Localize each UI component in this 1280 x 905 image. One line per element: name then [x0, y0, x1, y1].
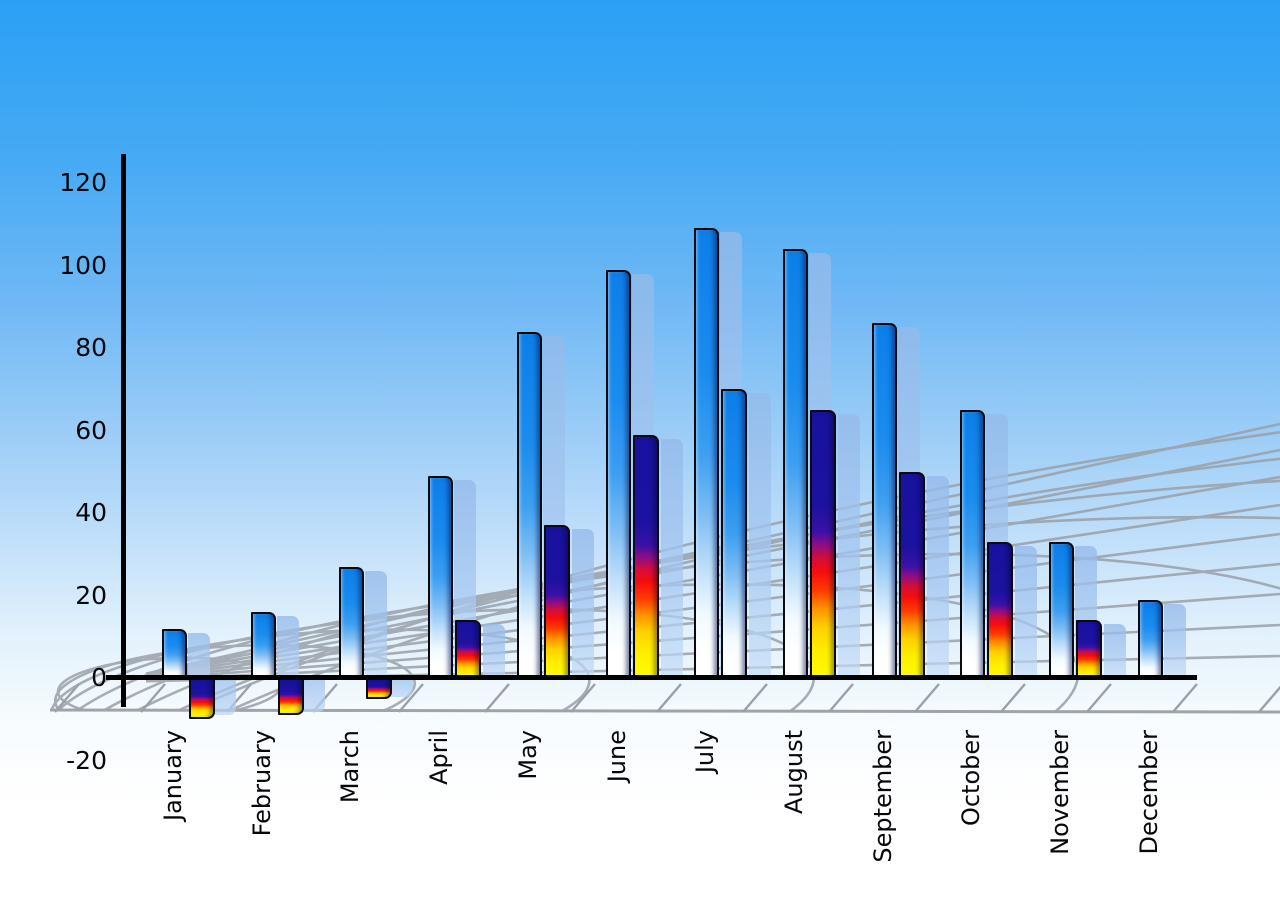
bar-july-secondary-shadow	[749, 393, 772, 678]
y-axis-label-80: 80	[75, 333, 107, 362]
bar-october-primary	[960, 409, 986, 678]
bar-october-secondary	[987, 541, 1014, 678]
x-axis-label-may: May	[513, 730, 542, 780]
x-axis-label-august: August	[779, 730, 808, 814]
x-axis-label-september: September	[868, 730, 897, 863]
x-axis-label-march: March	[336, 730, 365, 804]
x-axis-label-april: April	[425, 730, 454, 785]
bar-march-secondary	[366, 680, 393, 699]
bar-october-secondary-shadow	[1015, 545, 1038, 678]
bar-december-primary-shadow	[1163, 603, 1186, 678]
bar-march-secondary-shadow	[391, 680, 414, 697]
bar-january-secondary	[189, 680, 215, 720]
bar-february-primary-shadow	[276, 616, 299, 678]
x-axis-line	[106, 675, 1197, 680]
y-axis-label-40: 40	[75, 498, 107, 527]
x-axis-label-november: November	[1046, 730, 1074, 855]
bar-march-primary	[339, 566, 365, 678]
x-axis-label-february: February	[247, 730, 276, 837]
bar-august-primary	[782, 249, 808, 678]
y-axis-label-120: 120	[59, 168, 107, 197]
bar-february-primary	[250, 612, 276, 678]
bar-april-secondary-shadow	[483, 624, 506, 678]
x-axis-label-december: December	[1134, 730, 1163, 855]
x-axis-label-july: July	[691, 730, 720, 774]
bar-july-primary	[694, 228, 720, 678]
bar-august-secondary-shadow	[837, 413, 860, 678]
y-axis-label--20: -20	[66, 745, 107, 775]
bar-march-primary-shadow	[365, 570, 388, 678]
bar-may-secondary-shadow	[571, 529, 594, 678]
bar-november-secondary	[1076, 620, 1102, 678]
y-axis-label-100: 100	[59, 250, 107, 280]
bar-february-secondary	[277, 680, 304, 716]
bar-january-primary-shadow	[188, 632, 210, 678]
y-axis-line	[121, 154, 126, 707]
bar-december-primary	[1137, 599, 1163, 678]
bar-may-primary	[516, 331, 542, 678]
bar-july-secondary	[721, 389, 748, 678]
bar-june-primary	[605, 269, 631, 678]
bar-september-primary	[871, 323, 897, 678]
x-axis-label-june: June	[602, 730, 631, 783]
bar-november-secondary-shadow	[1104, 624, 1126, 678]
bar-may-secondary	[543, 525, 570, 678]
y-axis-label-60: 60	[75, 415, 107, 445]
bar-june-secondary	[632, 434, 659, 678]
bar-september-secondary	[898, 471, 925, 678]
bar-june-secondary-shadow	[660, 438, 683, 678]
bar-april-secondary	[455, 620, 482, 678]
y-axis-label-0: 0	[91, 663, 107, 692]
x-axis-label-october: October	[957, 730, 986, 827]
x-axis-label-january: January	[159, 730, 187, 821]
bar-january-secondary-shadow	[214, 680, 236, 716]
bar-april-primary	[428, 475, 454, 678]
y-axis-label-20: 20	[75, 580, 107, 610]
bar-august-secondary	[809, 409, 836, 678]
bar-november-primary	[1049, 541, 1074, 678]
bar-february-secondary-shadow	[302, 680, 325, 712]
bar-september-secondary-shadow	[926, 475, 949, 678]
bar-january-primary	[162, 628, 187, 678]
